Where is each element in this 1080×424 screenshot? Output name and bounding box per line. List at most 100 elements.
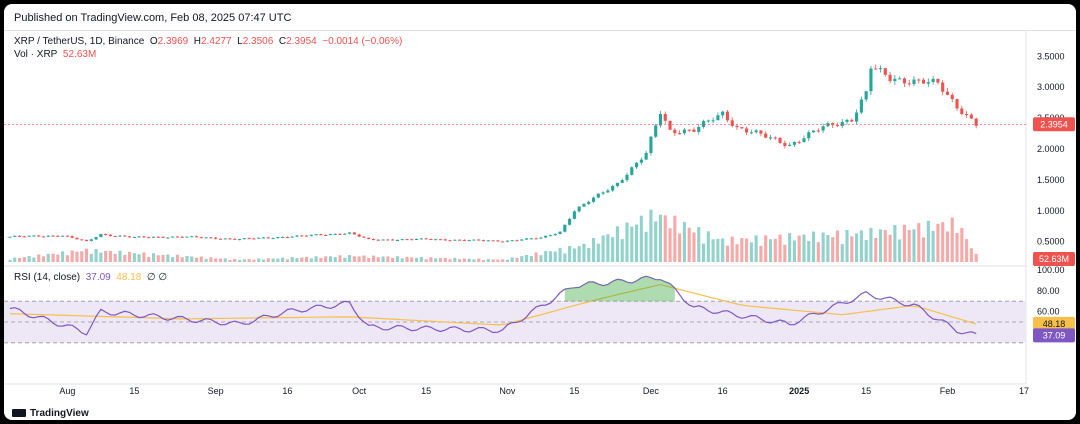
candle-body[interactable] [438,239,443,241]
candle-body[interactable] [80,239,84,241]
candle-body[interactable] [587,201,591,204]
candle-body[interactable] [778,138,782,143]
candle-body[interactable] [228,238,232,240]
candle-body[interactable] [701,121,706,127]
candle-body[interactable] [180,236,184,238]
candle-body[interactable] [151,236,156,238]
candle-body[interactable] [740,127,744,129]
candle-body[interactable] [969,114,973,119]
candle-body[interactable] [950,94,954,100]
candle-body[interactable] [816,130,820,132]
candle-body[interactable] [190,236,194,238]
candle-body[interactable] [453,239,457,241]
candle-body[interactable] [855,112,859,122]
candle-body[interactable] [486,240,490,242]
candle-body[interactable] [56,235,60,237]
candle-body[interactable] [635,162,639,168]
candle-body[interactable] [467,240,471,242]
chart-canvas[interactable]: 3.50003.00002.50002.00001.50001.00000.50… [4,4,1076,420]
candle-body[interactable] [362,236,366,238]
candle-body[interactable] [472,239,476,241]
candle-body[interactable] [37,235,41,237]
candle-body[interactable] [749,132,753,134]
candle-body[interactable] [75,237,79,240]
candle-body[interactable] [529,238,533,240]
candle-body[interactable] [338,233,342,235]
candle-body[interactable] [759,130,763,134]
candle-body[interactable] [878,68,883,70]
tradingview-logo[interactable]: TradingView [12,408,89,419]
candle-body[interactable] [783,142,787,146]
candle-body[interactable] [27,235,31,237]
candle-body[interactable] [721,111,725,116]
candle-body[interactable] [501,241,505,243]
candle-body[interactable] [477,239,481,241]
candle-body[interactable] [773,137,777,139]
candle-body[interactable] [415,238,419,240]
candle-body[interactable] [797,141,801,143]
candle-body[interactable] [142,236,146,238]
candle-body[interactable] [147,237,151,239]
candle-body[interactable] [295,235,299,237]
candle-body[interactable] [371,239,376,241]
candle-body[interactable] [410,239,414,241]
candle-body[interactable] [276,237,280,239]
candle-body[interactable] [611,185,615,191]
candle-body[interactable] [917,79,921,81]
candle-body[interactable] [304,235,309,237]
candle-body[interactable] [883,68,887,75]
candle-body[interactable] [826,123,830,127]
candle-body[interactable] [902,78,906,84]
candle-body[interactable] [233,238,237,240]
candle-body[interactable] [792,141,796,145]
candle-body[interactable] [663,113,667,121]
candle-body[interactable] [673,129,677,134]
candle-body[interactable] [687,129,691,131]
candle-body[interactable] [46,235,50,237]
candle-body[interactable] [491,240,495,242]
candle-body[interactable] [730,120,734,126]
candle-body[interactable] [94,237,98,240]
candle-body[interactable] [18,235,22,237]
candle-body[interactable] [434,239,438,241]
candle-body[interactable] [869,68,873,92]
candle-body[interactable] [166,237,170,239]
candle-body[interactable] [357,234,361,237]
candle-body[interactable] [505,240,509,242]
candle-body[interactable] [22,236,26,238]
candle-body[interactable] [123,235,127,237]
candle-body[interactable] [99,234,103,238]
candle-body[interactable] [922,79,926,84]
candle-body[interactable] [945,91,950,95]
candle-body[interactable] [931,78,935,83]
candle-body[interactable] [271,238,275,240]
candle-body[interactable] [615,182,619,186]
candle-body[interactable] [367,237,371,240]
candle-body[interactable] [391,239,395,241]
candle-body[interactable] [735,125,739,128]
candle-body[interactable] [458,239,462,241]
candle-body[interactable] [252,238,256,240]
candle-body[interactable] [840,121,844,126]
candle-body[interactable] [481,240,486,242]
candle-body[interactable] [802,138,806,142]
candle-body[interactable] [309,234,313,236]
candle-body[interactable] [630,167,634,175]
candle-body[interactable] [199,237,203,239]
candle-body[interactable] [601,192,605,194]
candle-body[interactable] [539,237,543,239]
candle-body[interactable] [706,120,710,122]
candle-body[interactable] [352,232,356,235]
symbol-name[interactable]: XRP / TetherUS, 1D, Binance [14,36,145,47]
candle-body[interactable] [161,236,165,238]
candle-body[interactable] [70,236,74,238]
candle-body[interactable] [754,130,758,133]
candle-body[interactable] [725,111,730,121]
candle-body[interactable] [386,239,390,241]
candle-body[interactable] [132,236,136,238]
candle-body[interactable] [8,236,12,238]
candle-body[interactable] [32,235,36,237]
candle-body[interactable] [644,152,648,160]
candle-body[interactable] [936,78,940,83]
candle-body[interactable] [314,234,318,236]
